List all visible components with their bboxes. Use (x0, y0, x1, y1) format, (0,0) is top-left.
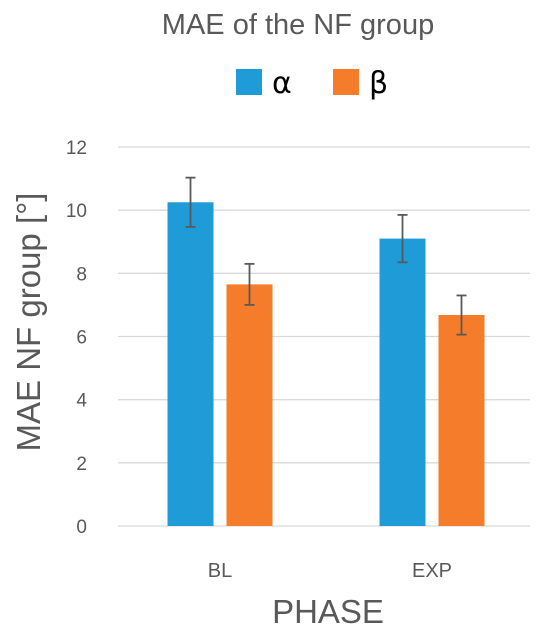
legend-swatch-alpha (236, 69, 262, 95)
chart-title: MAE of the NF group (162, 9, 434, 41)
legend-swatch-beta (333, 69, 359, 95)
bar (167, 202, 214, 527)
x-tick-label: EXP (412, 560, 452, 582)
bar (226, 284, 273, 526)
bars (167, 202, 485, 527)
y-axis-label: MAE NF group [°] (10, 193, 47, 452)
y-tick-label: 12 (66, 138, 87, 159)
bar (438, 315, 485, 526)
legend: α β (236, 66, 388, 101)
y-tick-label: 8 (76, 264, 87, 285)
x-axis-label: PHASE (272, 593, 384, 630)
x-tick-labels: BL EXP (208, 560, 452, 582)
y-tick-label: 0 (76, 517, 87, 538)
legend-label-beta: β (369, 66, 388, 101)
bar (379, 238, 426, 526)
y-tick-labels: 0 2 4 6 8 10 12 (66, 138, 88, 538)
y-tick-label: 10 (66, 201, 87, 222)
x-tick-label: BL (208, 560, 232, 582)
y-tick-label: 6 (76, 328, 87, 349)
legend-label-alpha: α (272, 66, 292, 101)
error-bars (185, 176, 467, 336)
y-tick-label: 2 (76, 454, 87, 475)
y-tick-label: 4 (76, 391, 87, 412)
